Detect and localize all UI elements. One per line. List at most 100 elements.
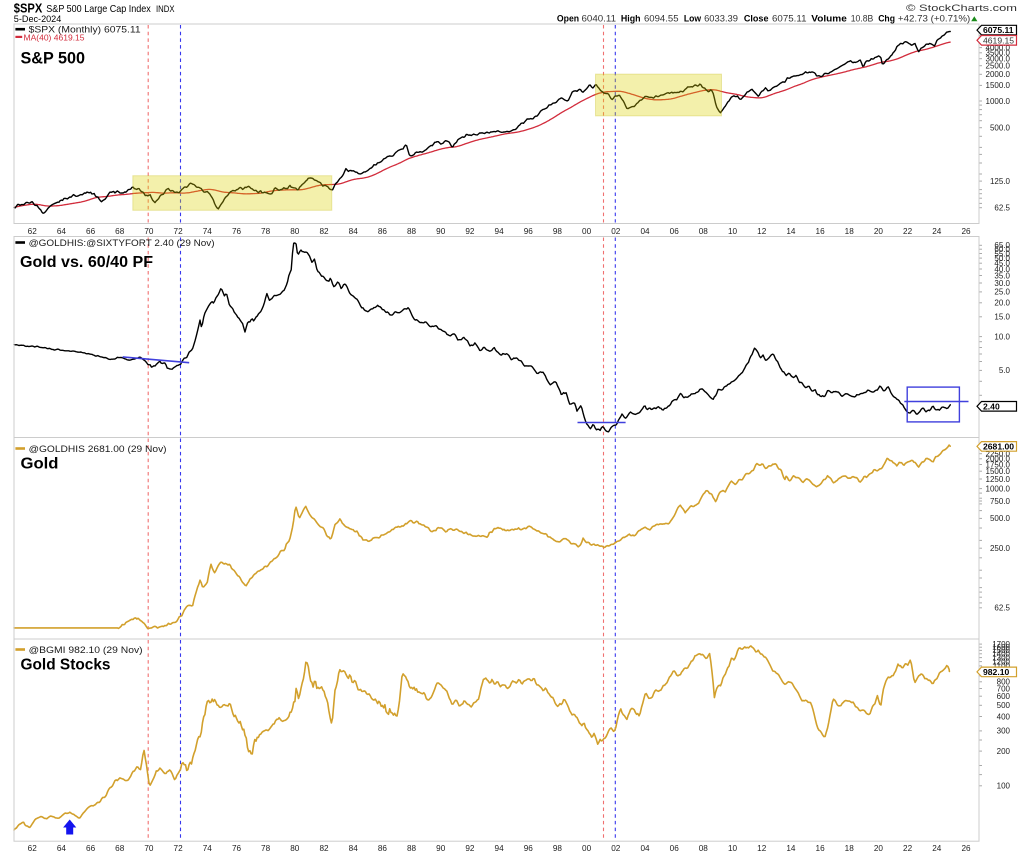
svg-text:4000.0: 4000.0 [986, 43, 1011, 52]
svg-text:88: 88 [407, 844, 417, 853]
svg-text:84: 84 [349, 227, 359, 236]
svg-text:08: 08 [699, 227, 709, 236]
svg-text:1200: 1200 [992, 657, 1010, 666]
svg-text:3000.0: 3000.0 [986, 55, 1011, 64]
svg-text:26: 26 [961, 227, 971, 236]
svg-text:82: 82 [319, 844, 329, 853]
svg-text:400: 400 [997, 712, 1011, 721]
svg-text:94: 94 [495, 844, 505, 853]
svg-text:15.0: 15.0 [994, 313, 1010, 322]
svg-text:08: 08 [699, 844, 709, 853]
svg-text:62.5: 62.5 [994, 204, 1010, 213]
svg-text:94: 94 [495, 227, 505, 236]
svg-text:Chg: Chg [878, 13, 895, 23]
svg-text:24: 24 [932, 227, 942, 236]
svg-text:© StockCharts.com: © StockCharts.com [906, 3, 1017, 13]
svg-text:04: 04 [640, 227, 650, 236]
svg-text:1400: 1400 [992, 650, 1010, 659]
svg-text:26: 26 [961, 844, 971, 853]
svg-text:20: 20 [874, 227, 884, 236]
svg-text:98: 98 [553, 844, 563, 853]
svg-text:66: 66 [86, 227, 96, 236]
svg-text:65.0: 65.0 [994, 241, 1010, 250]
svg-text:6094.55: 6094.55 [644, 13, 679, 23]
svg-text:68: 68 [115, 227, 125, 236]
svg-text:00: 00 [582, 844, 592, 853]
svg-text:$SPX (Monthly) 6075.11: $SPX (Monthly) 6075.11 [29, 25, 141, 35]
svg-text:18: 18 [845, 844, 855, 853]
svg-text:14: 14 [786, 844, 796, 853]
svg-text:92: 92 [465, 844, 475, 853]
svg-text:2500.0: 2500.0 [986, 62, 1011, 71]
svg-text:2.40: 2.40 [983, 401, 1000, 411]
svg-text:@GOLDHIS 2681.00 (29 Nov): @GOLDHIS 2681.00 (29 Nov) [29, 444, 167, 454]
svg-text:68: 68 [115, 844, 125, 853]
svg-text:66: 66 [86, 844, 96, 853]
svg-text:1500.0: 1500.0 [986, 81, 1011, 90]
svg-text:76: 76 [232, 227, 242, 236]
svg-text:72: 72 [174, 844, 184, 853]
svg-text:88: 88 [407, 227, 417, 236]
svg-text:4619.15: 4619.15 [983, 35, 1014, 45]
svg-text:22: 22 [903, 844, 913, 853]
svg-text:125.0: 125.0 [990, 177, 1011, 186]
svg-text:500: 500 [997, 701, 1011, 710]
svg-text:1500: 1500 [992, 646, 1010, 655]
svg-text:1700: 1700 [992, 640, 1010, 649]
svg-text:14: 14 [786, 227, 796, 236]
svg-text:250.0: 250.0 [990, 544, 1011, 553]
svg-text:60.0: 60.0 [994, 245, 1010, 254]
svg-text:50.0: 50.0 [994, 254, 1010, 263]
svg-text:35.0: 35.0 [994, 271, 1010, 280]
svg-text:92: 92 [465, 227, 475, 236]
svg-text:64: 64 [57, 844, 67, 853]
svg-text:12: 12 [757, 227, 767, 236]
svg-text:Gold: Gold [21, 456, 59, 473]
svg-text:800: 800 [997, 678, 1011, 687]
svg-text:82: 82 [319, 227, 329, 236]
svg-text:04: 04 [640, 844, 650, 853]
svg-text:90: 90 [436, 227, 446, 236]
svg-text:1250.0: 1250.0 [986, 475, 1011, 484]
svg-text:00: 00 [582, 227, 592, 236]
svg-text:300: 300 [997, 727, 1011, 736]
svg-text:Volume: Volume [811, 13, 847, 23]
svg-text:62: 62 [28, 227, 38, 236]
svg-text:02: 02 [611, 227, 621, 236]
svg-text:86: 86 [378, 844, 388, 853]
svg-text:16: 16 [816, 227, 826, 236]
svg-text:22: 22 [903, 227, 913, 236]
svg-text:750.0: 750.0 [990, 497, 1011, 506]
svg-text:62.5: 62.5 [994, 604, 1010, 613]
svg-text:Gold vs. 60/40 PF: Gold vs. 60/40 PF [20, 254, 153, 271]
svg-text:600: 600 [997, 692, 1011, 701]
svg-text:25.0: 25.0 [994, 288, 1010, 297]
svg-text:Close: Close [744, 13, 769, 23]
svg-text:3500.0: 3500.0 [986, 49, 1011, 58]
svg-text:16: 16 [816, 844, 826, 853]
svg-text:1500.0: 1500.0 [986, 467, 1011, 476]
svg-text:90: 90 [436, 844, 446, 853]
svg-text:98: 98 [553, 227, 563, 236]
svg-text:96: 96 [524, 844, 534, 853]
svg-text:6075.11: 6075.11 [983, 25, 1014, 35]
svg-text:80: 80 [290, 844, 300, 853]
svg-text:2000.0: 2000.0 [986, 455, 1011, 464]
svg-text:1300: 1300 [992, 653, 1010, 662]
svg-text:06: 06 [670, 227, 680, 236]
svg-text:1000.0: 1000.0 [986, 97, 1011, 106]
svg-text:78: 78 [261, 227, 271, 236]
svg-text:1600: 1600 [992, 643, 1010, 652]
svg-text:$SPX: $SPX [14, 1, 43, 16]
svg-text:1100: 1100 [993, 662, 1011, 671]
svg-text:Open: Open [557, 13, 579, 23]
svg-text:74: 74 [203, 227, 213, 236]
svg-text:10: 10 [728, 227, 738, 236]
svg-text:70: 70 [144, 844, 154, 853]
svg-text:1750.0: 1750.0 [986, 460, 1011, 469]
svg-text:1000.0: 1000.0 [986, 484, 1011, 493]
svg-text:80: 80 [290, 227, 300, 236]
svg-text:64: 64 [57, 227, 67, 236]
svg-text:700: 700 [997, 684, 1011, 693]
svg-text:S&P 500 Large Cap Index: S&P 500 Large Cap Index [46, 3, 151, 15]
